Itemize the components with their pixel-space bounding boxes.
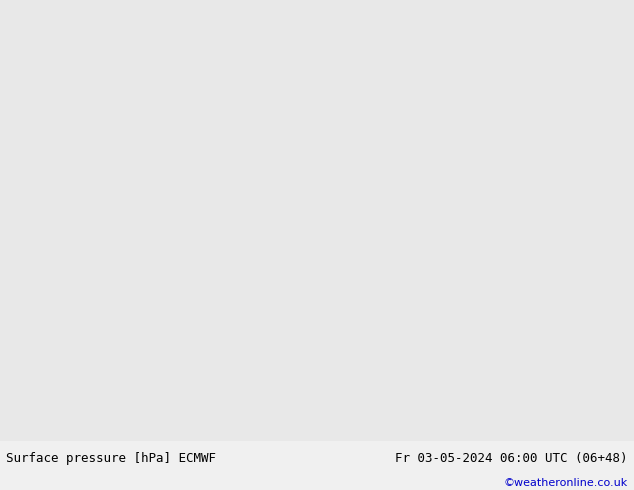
- Text: Surface pressure [hPa] ECMWF: Surface pressure [hPa] ECMWF: [6, 452, 216, 465]
- Text: Fr 03-05-2024 06:00 UTC (06+48): Fr 03-05-2024 06:00 UTC (06+48): [395, 452, 628, 465]
- Text: ©weatheronline.co.uk: ©weatheronline.co.uk: [503, 478, 628, 488]
